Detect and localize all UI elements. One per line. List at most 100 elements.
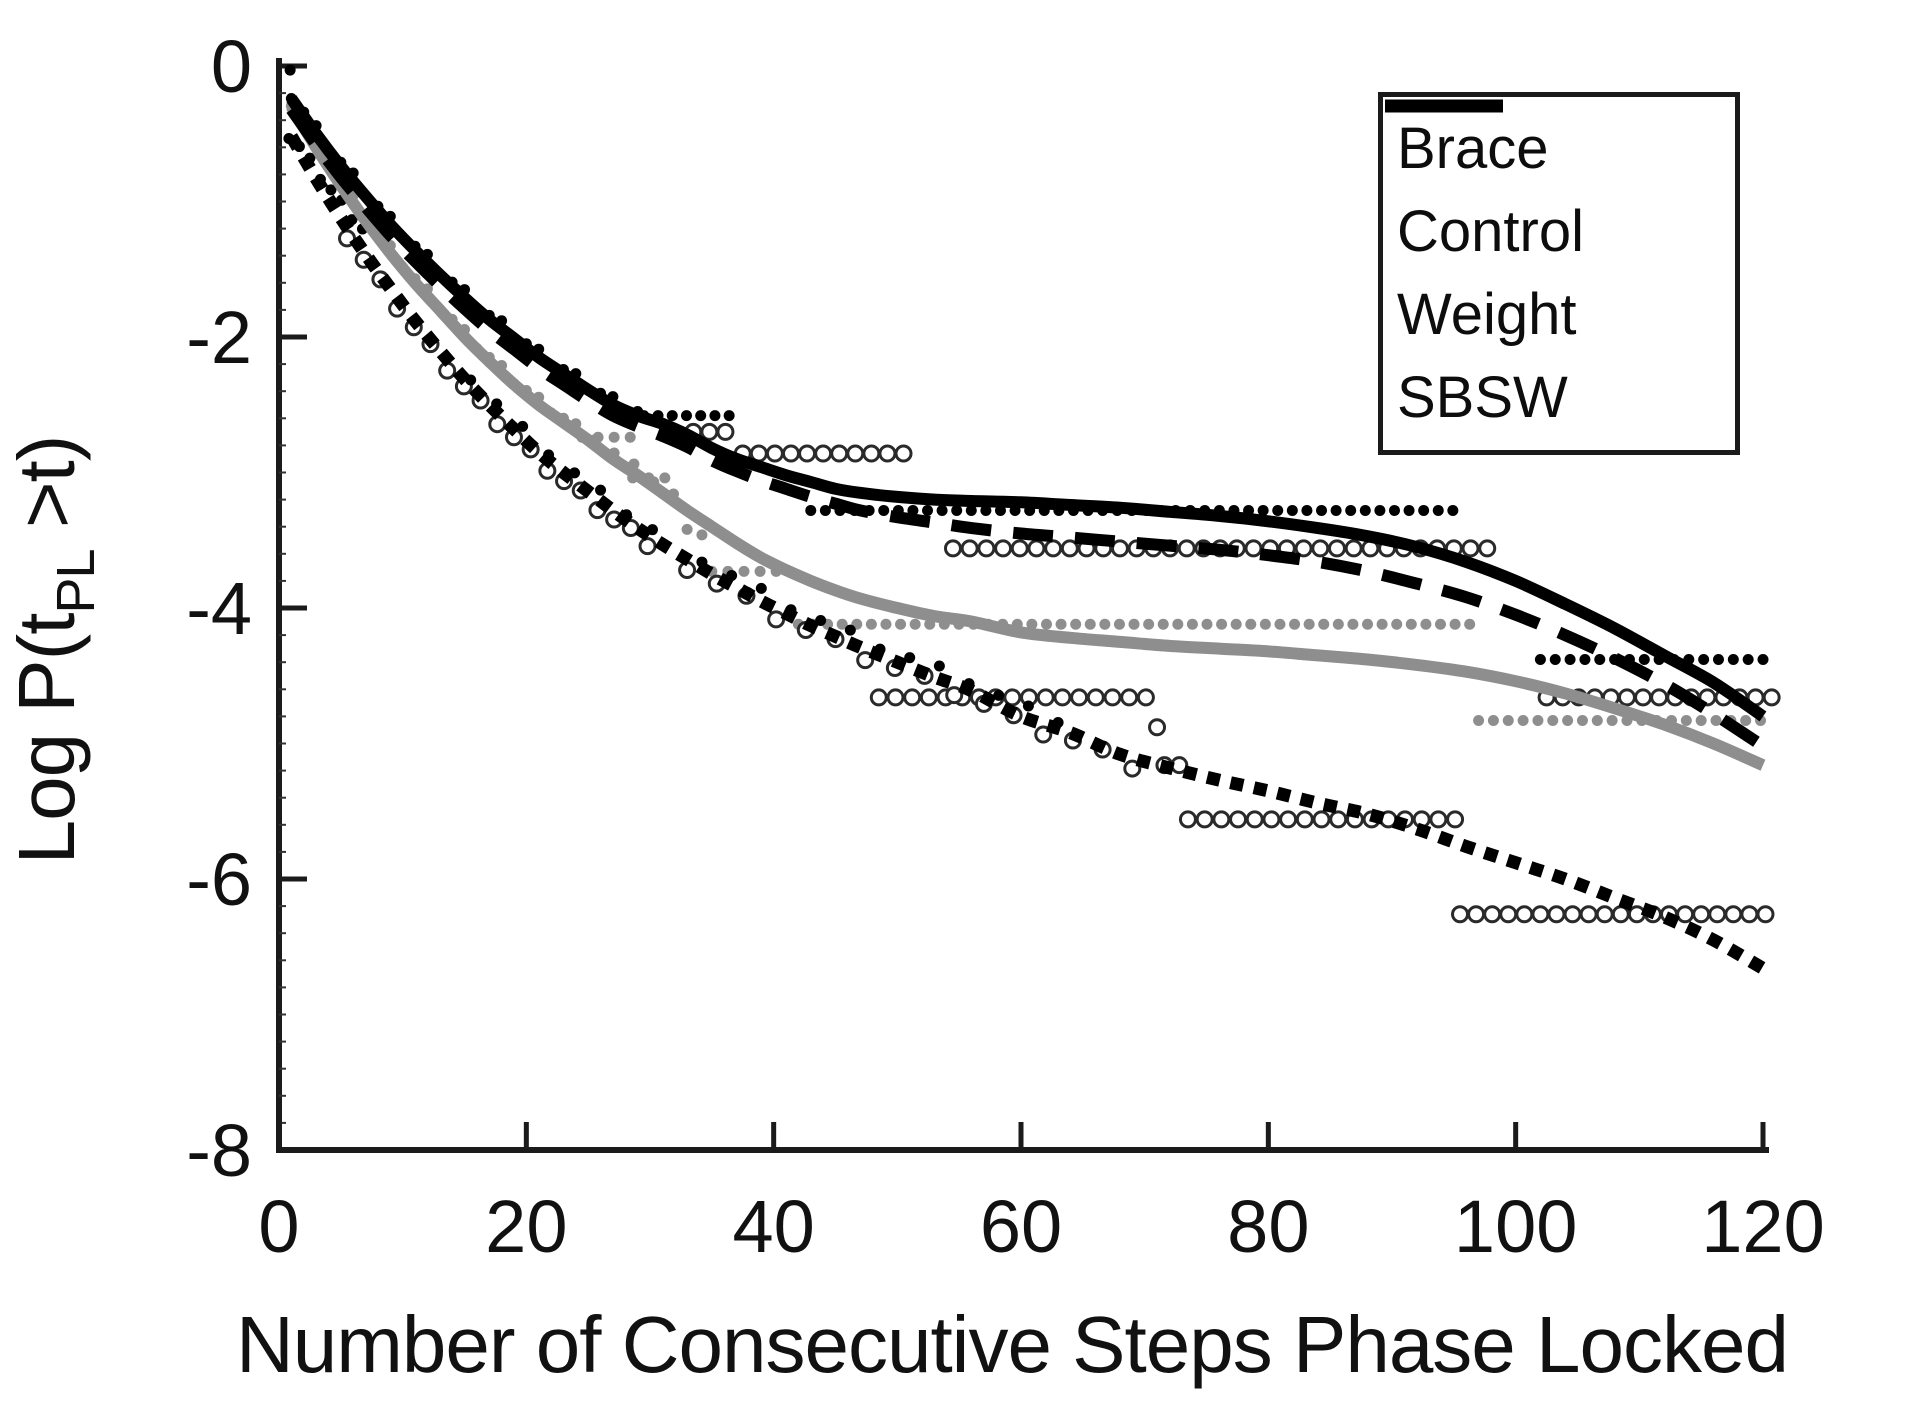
open-circle-marker <box>1461 539 1480 558</box>
gray-dot-marker <box>1487 714 1499 726</box>
gray-dot-marker <box>1099 618 1111 630</box>
open-circle-marker <box>1579 905 1598 924</box>
gray-dot-marker <box>1710 714 1722 726</box>
black-dot-marker <box>695 410 707 422</box>
black-dot-marker <box>1345 504 1357 516</box>
open-circle-marker <box>1110 539 1129 558</box>
black-dot-marker <box>284 64 296 76</box>
gray-dot-marker <box>1376 618 1388 630</box>
open-circle-marker <box>1756 905 1775 924</box>
black-dot-marker <box>951 504 963 516</box>
open-circle-marker <box>1446 810 1465 829</box>
open-circle-marker <box>1595 905 1614 924</box>
gray-dot-marker <box>1740 714 1752 726</box>
gray-dot-marker <box>1449 618 1461 630</box>
black-dot-marker <box>1579 653 1591 665</box>
legend-line-sample <box>1385 99 1503 113</box>
gray-dot-marker <box>1695 714 1707 726</box>
gray-dot-marker <box>1186 618 1198 630</box>
legend-entry-control: Control <box>1385 99 1731 267</box>
black-dot-marker <box>1549 653 1561 665</box>
legend-entry-sbsw: SBSW <box>1385 99 1731 433</box>
open-circle-marker <box>1060 539 1079 558</box>
open-circle-marker <box>1245 810 1264 829</box>
gray-dot-marker <box>1259 618 1271 630</box>
x-axis-title: Number of Consecutive Steps Phase Locked <box>236 1300 1788 1389</box>
black-dot-marker <box>1316 504 1328 516</box>
gray-dot-marker <box>681 523 693 535</box>
black-dot-marker <box>1359 504 1371 516</box>
gray-dot-marker <box>1289 618 1301 630</box>
gray-dot-marker <box>696 529 708 541</box>
open-circle-marker <box>1086 688 1105 707</box>
open-circle-marker <box>1531 905 1550 924</box>
open-circle-marker <box>781 444 800 463</box>
y-tick-label: -6 <box>186 838 252 921</box>
black-dot-marker <box>723 410 735 422</box>
gray-dot-marker <box>1172 618 1184 630</box>
gray-dot-marker <box>608 431 620 443</box>
gray-dot-marker <box>1245 618 1257 630</box>
y-tick-label: -8 <box>186 1109 252 1192</box>
open-circle-marker <box>716 422 735 441</box>
y-tick-label: 0 <box>211 25 252 108</box>
black-dot-marker <box>878 504 890 516</box>
open-circle-marker <box>1483 905 1502 924</box>
gray-dot-marker <box>1026 618 1038 630</box>
black-dot-marker <box>1757 653 1769 665</box>
x-tick-label: 120 <box>1701 1185 1824 1268</box>
black-dot-marker <box>1301 504 1313 516</box>
black-dot-marker <box>1418 504 1430 516</box>
black-dot-marker <box>1286 504 1298 516</box>
open-circle-marker <box>1120 688 1139 707</box>
black-dot-marker <box>755 582 767 594</box>
fitted-curves <box>285 95 1767 975</box>
black-dot-marker <box>933 660 945 672</box>
gray-dot-marker <box>1113 618 1125 630</box>
legend-label-brace: Brace <box>1397 115 1549 181</box>
open-circle-marker <box>798 444 817 463</box>
black-dot-marker <box>517 420 529 432</box>
gray-dot-marker <box>1502 714 1514 726</box>
black-dot-marker <box>844 624 856 636</box>
black-dot-marker <box>1712 653 1724 665</box>
black-dot-marker <box>819 504 831 516</box>
y-axis-title: Log P(tPL >t) <box>2 436 106 865</box>
axes <box>276 58 1769 1153</box>
series-line-brace <box>286 103 1766 771</box>
open-circle-marker <box>1177 539 1196 558</box>
gray-dot-marker <box>1303 618 1315 630</box>
open-circle-marker <box>1676 905 1695 924</box>
open-circle-marker <box>1547 905 1566 924</box>
open-circle-marker <box>1295 810 1314 829</box>
open-circle-marker <box>1036 688 1055 707</box>
gray-dot-marker <box>1274 618 1286 630</box>
gray-dot-marker <box>1143 618 1155 630</box>
black-dot-marker <box>805 504 817 516</box>
open-circle-marker <box>1429 810 1448 829</box>
y-axis-title-pre: Log P(t <box>2 613 91 865</box>
series-line-control <box>286 95 1767 722</box>
open-circle-marker <box>878 444 897 463</box>
gray-dot-marker <box>1405 618 1417 630</box>
gray-dot-marker <box>1532 714 1544 726</box>
black-dot-marker <box>709 410 721 422</box>
gray-dot-marker <box>1347 618 1359 630</box>
open-circle-marker <box>1294 539 1313 558</box>
gray-dot-marker <box>624 431 636 443</box>
gray-dot-marker <box>1464 618 1476 630</box>
open-circle-marker <box>1650 688 1669 707</box>
open-circle-marker <box>765 444 784 463</box>
open-circle-marker <box>1312 810 1331 829</box>
gray-dot-marker <box>1434 618 1446 630</box>
legend-label-sbsw: SBSW <box>1397 365 1568 431</box>
open-circle-marker <box>943 539 962 558</box>
open-circle-marker <box>1467 905 1486 924</box>
black-dot-marker <box>1727 653 1739 665</box>
open-circle-marker <box>1262 810 1281 829</box>
black-dot-marker <box>1447 504 1459 516</box>
gray-dot-marker <box>1332 618 1344 630</box>
open-circle-marker <box>862 444 881 463</box>
black-dot-marker <box>1564 653 1576 665</box>
black-dot-marker <box>1374 504 1386 516</box>
